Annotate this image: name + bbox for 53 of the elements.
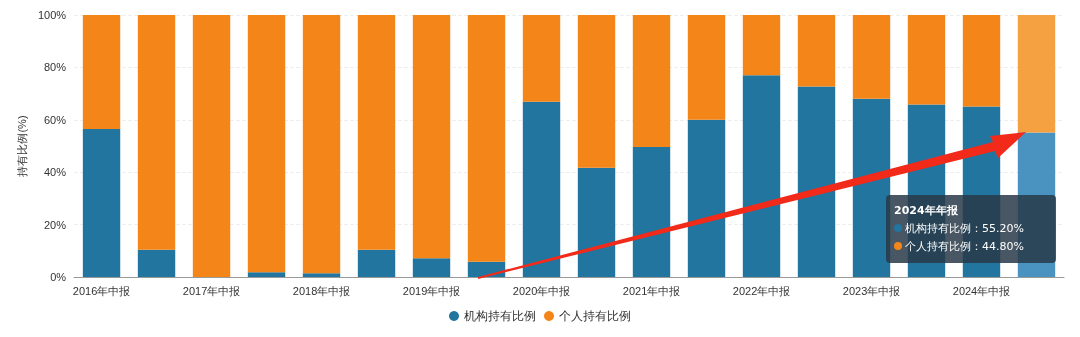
bar [1017,15,1056,133]
bar [632,147,671,277]
x-tick-label: 2016年中报 [72,284,131,297]
y-tick-label: 20% [44,218,67,231]
x-tick-label: 2018年中报 [292,284,351,297]
y-tick-label: 40% [44,166,67,179]
bar [522,101,561,277]
y-tick-label: 80% [44,61,67,74]
bar [632,15,671,148]
bar [577,167,616,277]
bar [247,15,286,273]
y-axis-title: 持有比例(%) [15,115,28,177]
bar [412,258,451,277]
bar [687,119,726,277]
bar [357,249,396,277]
legend-label: 机构持有比例 [464,309,536,323]
bar [467,15,506,262]
bar [852,98,891,277]
x-tick-label: 2023年中报 [842,284,901,297]
bar [412,15,451,259]
bar [577,15,616,168]
bar [742,15,781,76]
annotation: 个人持有比例：44.80% [905,240,1024,253]
bar [82,15,121,129]
bar [742,75,781,277]
y-tick-label: 0% [50,271,67,283]
y-tick-label: 100% [37,9,67,21]
legend-label: 个人持有比例 [559,309,631,323]
x-tick-label: 2024年中报 [952,284,1011,297]
bar [907,15,946,105]
tooltip-box: 2024年年报 机构持有比例：55.20% 个人持有比例：44.80% [886,195,1056,263]
bar [137,249,176,277]
bar [797,86,836,277]
bar [687,15,726,120]
bar [302,273,341,277]
bar [192,15,231,277]
annotation: 2024年年报 [894,204,958,217]
x-tick-label: 2021年中报 [622,284,681,297]
x-tick-label: 2017年中报 [182,284,241,297]
bar [247,272,286,277]
x-tick-label: 2022年中报 [732,284,791,297]
bar [797,15,836,87]
bar [852,15,891,99]
y-tick-label: 60% [44,113,67,126]
bar [357,15,396,250]
bar [82,128,121,277]
annotation: 机构持有比例：55.20% [905,222,1024,235]
bar [522,15,561,102]
x-tick-label: 2020年中报 [512,284,571,297]
bar [302,15,341,274]
bar [962,15,1001,107]
x-tick-label: 2019年中报 [402,284,461,297]
bar [137,15,176,250]
